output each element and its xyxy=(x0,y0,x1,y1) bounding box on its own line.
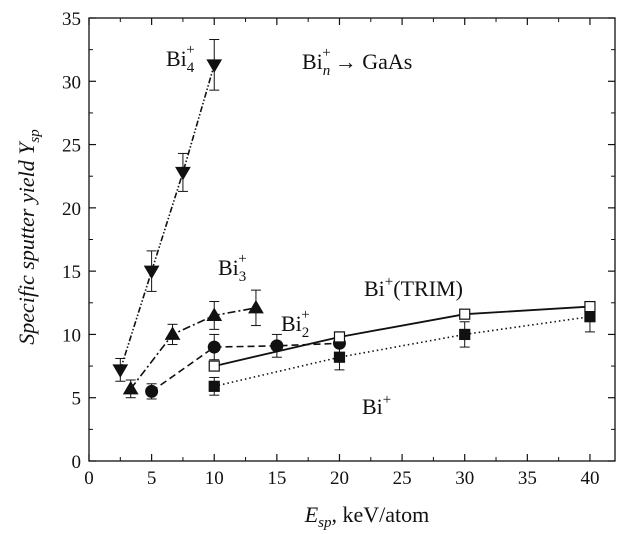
x-tick-label: 5 xyxy=(147,468,157,489)
y-tick-label: 30 xyxy=(62,72,81,93)
data-point xyxy=(208,360,220,372)
data-point xyxy=(112,364,129,378)
series-line xyxy=(214,315,591,388)
y-tick-label: 25 xyxy=(62,136,81,157)
series-label: Bi2+ xyxy=(281,307,310,341)
x-tick-label: 20 xyxy=(330,468,349,489)
series-label: Bi+ xyxy=(362,392,391,419)
data-point xyxy=(248,299,264,314)
x-tick-label: 10 xyxy=(205,468,224,489)
series-line xyxy=(151,342,340,393)
data-point xyxy=(208,380,220,392)
data-point xyxy=(459,328,471,341)
x-tick-label: 35 xyxy=(518,468,537,489)
y-tick-label: 15 xyxy=(62,262,81,283)
x-tick-label: 30 xyxy=(455,468,474,489)
axis-ticks: 0 5 10 15 20 25 30 35 40 0 5 10 15 20 25 30 35 xyxy=(62,9,615,489)
data-point xyxy=(333,351,346,363)
data-point xyxy=(175,166,191,181)
data-point xyxy=(333,331,346,343)
series-label: Bi+(TRIM) xyxy=(364,274,463,301)
data-point xyxy=(207,340,221,354)
series-line xyxy=(214,305,591,367)
reaction-annotation: Bin+ → GaAs xyxy=(302,45,412,79)
y-tick-label: 35 xyxy=(62,9,81,30)
series-labels: Bi4+ Bi3+ Bi2+ Bi+(TRIM) Bi+ xyxy=(166,42,463,419)
error-bars xyxy=(115,39,595,400)
x-tick-label: 15 xyxy=(267,468,286,489)
data-point xyxy=(270,339,284,353)
data-point xyxy=(206,59,223,73)
y-tick-label: 0 xyxy=(72,452,82,473)
data-point xyxy=(206,307,223,321)
series-lines xyxy=(119,64,591,393)
x-tick-label: 0 xyxy=(84,468,94,489)
x-tick-label: 25 xyxy=(393,468,412,489)
series-line xyxy=(130,307,257,390)
x-tick-label: 40 xyxy=(580,468,599,489)
y-tick-label: 20 xyxy=(62,199,81,220)
data-point xyxy=(122,380,139,395)
series-line xyxy=(119,64,216,371)
y-tick-label: 10 xyxy=(62,325,81,346)
plot-axes xyxy=(88,17,616,462)
data-point xyxy=(145,384,159,398)
series-label: Bi4+ xyxy=(166,42,195,76)
y-axis-title: Specific sputter yield Ysp xyxy=(14,129,43,345)
data-point xyxy=(459,308,471,320)
series-label: Bi3+ xyxy=(218,251,247,285)
data-point xyxy=(164,326,181,340)
y-tick-label: 5 xyxy=(72,389,82,410)
x-axis-title: Esp, keV/atom xyxy=(304,502,430,531)
data-markers xyxy=(112,59,596,398)
data-point xyxy=(584,311,596,323)
data-point xyxy=(143,265,160,280)
plot-frame xyxy=(88,17,616,462)
data-point xyxy=(584,300,596,313)
